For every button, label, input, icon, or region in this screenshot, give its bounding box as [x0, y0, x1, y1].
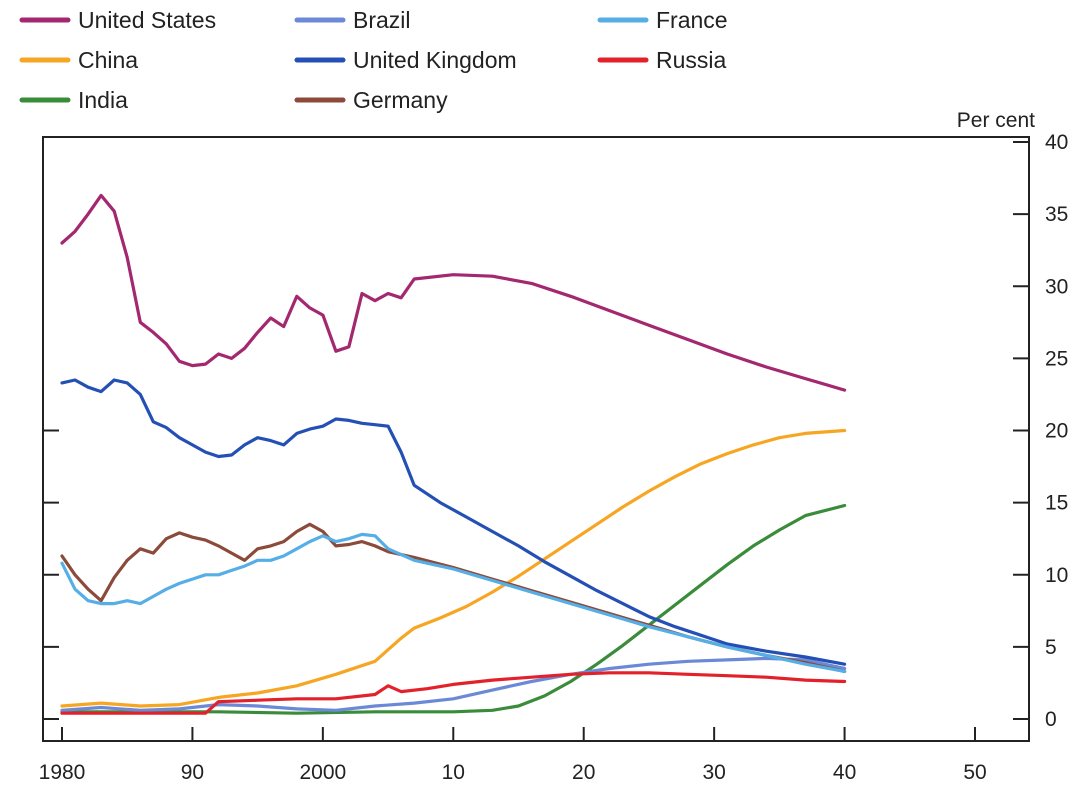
- legend-label-germany: Germany: [353, 87, 448, 113]
- x-tick-label-2030: 30: [702, 761, 725, 784]
- y-tick-label-right-10: 10: [1045, 564, 1068, 587]
- legend-item-brazil: Brazil: [294, 7, 411, 33]
- x-tick-label-2000: 2000: [299, 761, 346, 784]
- legend-item-united-kingdom: United Kingdom: [294, 47, 517, 73]
- legend-item-russia: Russia: [597, 47, 727, 73]
- legend-item-france: France: [597, 7, 728, 33]
- x-tick-label-2010: 10: [442, 761, 465, 784]
- y-axis-unit-label: Per cent: [957, 109, 1035, 132]
- legend-item-china: China: [19, 47, 138, 73]
- y-tick-label-right-35: 35: [1045, 203, 1068, 226]
- legend-label-france: France: [656, 7, 728, 33]
- legend-label-united-states: United States: [78, 7, 216, 33]
- y-tick-label-right-30: 30: [1045, 275, 1068, 298]
- legend-label-russia: Russia: [656, 47, 727, 73]
- legend-label-united-kingdom: United Kingdom: [353, 47, 517, 73]
- series-line-france: [60, 532, 847, 673]
- y-tick-label-right-0: 0: [1045, 708, 1057, 731]
- x-tick-label-1990: 90: [181, 761, 204, 784]
- series-line-brazil: [60, 656, 847, 712]
- legend-item-india: India: [19, 87, 128, 113]
- series-line-china: [60, 428, 847, 708]
- x-tick-label-2040: 40: [833, 761, 856, 784]
- y-tick-label-right-15: 15: [1045, 492, 1068, 515]
- y-tick-label-right-40: 40: [1045, 131, 1068, 154]
- legend: United States China India Brazil United King…: [19, 7, 728, 113]
- y-tick-label-right-25: 25: [1045, 347, 1068, 370]
- series-line-russia: [60, 671, 847, 715]
- x-tick-label-1980: 1980: [39, 761, 86, 784]
- legend-label-india: India: [78, 87, 128, 113]
- x-tick-label-2050: 50: [963, 761, 986, 784]
- legend-item-united-states: United States: [19, 7, 216, 33]
- x-axis: 1980 90 2000 10 20 30 40 50: [39, 727, 987, 784]
- y-tick-label-right-20: 20: [1045, 420, 1068, 443]
- series-lines: [60, 193, 847, 715]
- plot-frame: [42, 136, 1030, 742]
- y-tick-label-right-5: 5: [1045, 636, 1057, 659]
- series-line-india: [60, 503, 847, 715]
- right-axis: 0 5 10 15 20 25 30 35 40: [1013, 131, 1068, 731]
- series-line-germany: [60, 522, 847, 673]
- left-axis-ticks: [43, 429, 59, 720]
- x-tick-label-2020: 20: [572, 761, 595, 784]
- legend-item-germany: Germany: [294, 87, 448, 113]
- legend-label-brazil: Brazil: [353, 7, 411, 33]
- series-line-united-states: [60, 193, 847, 392]
- series-line-united-kingdom: [60, 378, 847, 666]
- legend-label-china: China: [78, 47, 138, 73]
